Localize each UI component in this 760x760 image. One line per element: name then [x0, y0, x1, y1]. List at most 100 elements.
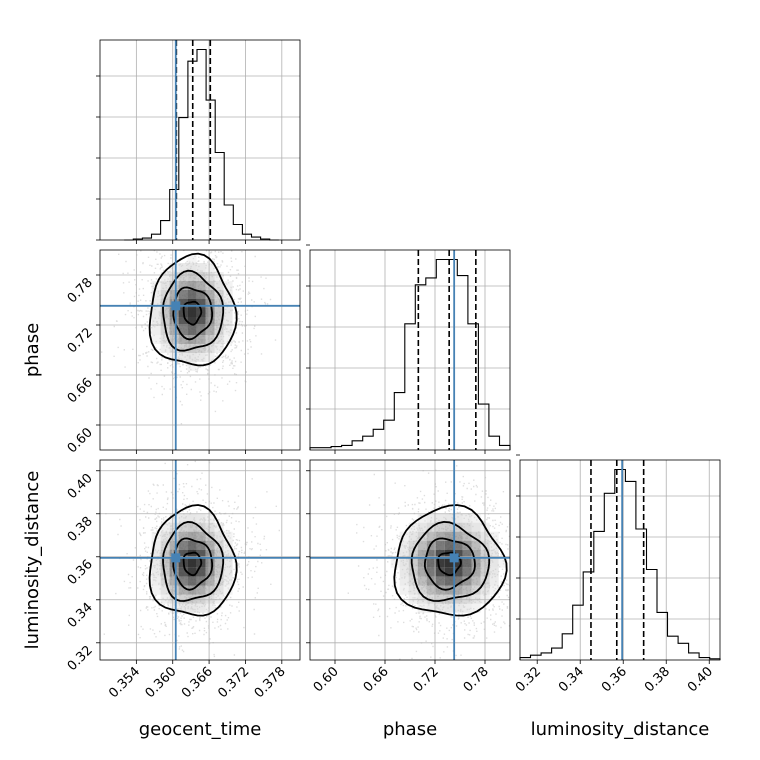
density-cell — [417, 594, 427, 604]
contour-middle — [162, 269, 225, 352]
density-cell — [426, 540, 436, 550]
density-cell — [426, 594, 436, 604]
contour-outer — [148, 252, 238, 367]
density-cell — [187, 254, 197, 263]
density-cell — [453, 567, 463, 577]
density-cell — [426, 567, 436, 577]
density-cell — [462, 513, 472, 523]
density-cell — [169, 326, 179, 335]
density-cell — [444, 540, 454, 550]
density-cell — [214, 308, 224, 317]
density-cell — [205, 522, 215, 532]
density-cell — [178, 522, 188, 532]
density-cell — [471, 540, 481, 550]
density-cell — [151, 308, 161, 317]
density-cell — [417, 558, 427, 568]
density-cell — [160, 540, 170, 550]
density-cell — [196, 281, 206, 290]
density-cell — [169, 603, 179, 613]
density-cell — [187, 290, 197, 299]
density-cell — [471, 549, 481, 559]
density-cell — [462, 576, 472, 586]
density-cell — [205, 344, 215, 353]
density-cell — [471, 513, 481, 523]
density-cell — [453, 531, 463, 541]
density-cell — [160, 281, 170, 290]
contour-inner — [172, 537, 213, 591]
density-cell — [426, 513, 436, 523]
x-tick-label: 0.40 — [685, 664, 716, 695]
density-cell — [205, 576, 215, 586]
density-cell — [408, 522, 418, 532]
density-cell — [160, 522, 170, 532]
x-tick-label: 0.366 — [179, 664, 216, 701]
density-cell — [489, 558, 499, 568]
density-cell — [223, 290, 233, 299]
density-cell — [408, 558, 418, 568]
density-cell — [187, 540, 197, 550]
density-cell — [417, 576, 427, 586]
density-cell — [214, 558, 224, 568]
density-cell — [187, 299, 197, 308]
histogram-geocent_time — [124, 48, 279, 241]
y-tick-label: 0.38 — [65, 514, 96, 545]
x-tick-label: 0.378 — [252, 664, 289, 701]
density-cell — [187, 362, 197, 371]
density-cell — [462, 603, 472, 613]
density-cell — [178, 326, 188, 335]
x-tick-label: 0.38 — [642, 664, 673, 695]
density-cell — [196, 531, 206, 541]
density-cell — [187, 263, 197, 272]
density-cell — [178, 594, 188, 604]
contour-outer — [393, 504, 508, 617]
label-layer: geocent_time phase luminosity_distancephas… — [22, 323, 709, 740]
density-cell — [214, 594, 224, 604]
density-cell — [178, 281, 188, 290]
density-cell — [435, 531, 445, 541]
density-cell — [489, 549, 499, 559]
density-cell — [169, 281, 179, 290]
density-cell — [151, 558, 161, 568]
histogram-luminosity_distance — [519, 468, 721, 660]
density-cell — [223, 567, 233, 577]
density-cell — [444, 513, 454, 523]
y-tick-label: 0.40 — [65, 471, 96, 502]
density-cell — [444, 558, 454, 568]
density-cell — [178, 603, 188, 613]
x-tick-label: 0.372 — [215, 664, 252, 701]
density-cell — [444, 567, 454, 577]
density-cell — [178, 344, 188, 353]
truth-marker — [171, 301, 181, 311]
density-cell — [489, 585, 499, 595]
density-cell — [178, 335, 188, 344]
density-cell — [435, 585, 445, 595]
density-cell — [187, 522, 197, 532]
density-cell — [444, 576, 454, 586]
density-cell — [196, 594, 206, 604]
density-cell — [426, 549, 436, 559]
histogram-phase — [309, 258, 511, 450]
y-axis-label-phase: phase — [22, 323, 43, 377]
density-cell — [160, 290, 170, 299]
truth-marker — [171, 553, 181, 563]
density-cell — [489, 576, 499, 586]
density-cell — [178, 290, 188, 299]
density-cell — [187, 353, 197, 362]
density-cell — [160, 585, 170, 595]
density-cell — [187, 549, 197, 559]
density-cell — [417, 549, 427, 559]
density-cell — [160, 549, 170, 559]
density-cell — [187, 326, 197, 335]
y-tick-label: 0.36 — [65, 557, 96, 588]
density-cell — [205, 594, 215, 604]
density-cell — [196, 549, 206, 559]
density-cell — [453, 603, 463, 613]
contour-inner — [424, 537, 476, 591]
density-cell — [196, 326, 206, 335]
density-cell — [169, 272, 179, 281]
density-cell — [223, 540, 233, 550]
density-cell — [196, 540, 206, 550]
density-cell — [169, 335, 179, 344]
density-cell — [223, 576, 233, 586]
density-cell — [223, 281, 233, 290]
